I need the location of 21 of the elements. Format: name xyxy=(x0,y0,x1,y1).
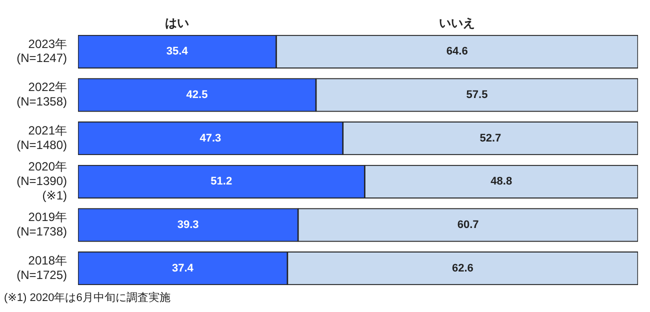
data-label: 37.4 xyxy=(172,262,194,274)
series-label: はい xyxy=(165,16,190,30)
data-label: 48.8 xyxy=(490,176,512,188)
data-label: 62.6 xyxy=(452,262,474,274)
y-tick-label: 2019年 (N=1738) xyxy=(16,210,67,239)
y-tick-label: 2018年 (N=1725) xyxy=(16,253,67,282)
data-label: 64.6 xyxy=(446,46,468,58)
data-label: 39.3 xyxy=(177,219,199,232)
text: (※1) 2020年は6月中旬に調査実施 xyxy=(4,291,170,304)
data-label: 42.5 xyxy=(186,89,208,102)
y-tick-label: 2022年 (N=1358) xyxy=(16,80,67,109)
y-tick-label: 2023年 (N=1247) xyxy=(16,36,67,66)
data-label: 60.7 xyxy=(457,219,479,232)
data-label: 47.3 xyxy=(200,132,222,144)
y-tick-label: 2021年 (N=1480) xyxy=(16,123,67,152)
series-label: いいえ xyxy=(439,16,476,30)
data-label: 52.7 xyxy=(480,132,502,144)
data-label: 51.2 xyxy=(210,176,232,188)
data-label: 35.4 xyxy=(166,46,189,58)
y-tick-label: 2020年 (N=1390) (※1) xyxy=(16,160,67,202)
data-label: 57.5 xyxy=(466,89,488,102)
